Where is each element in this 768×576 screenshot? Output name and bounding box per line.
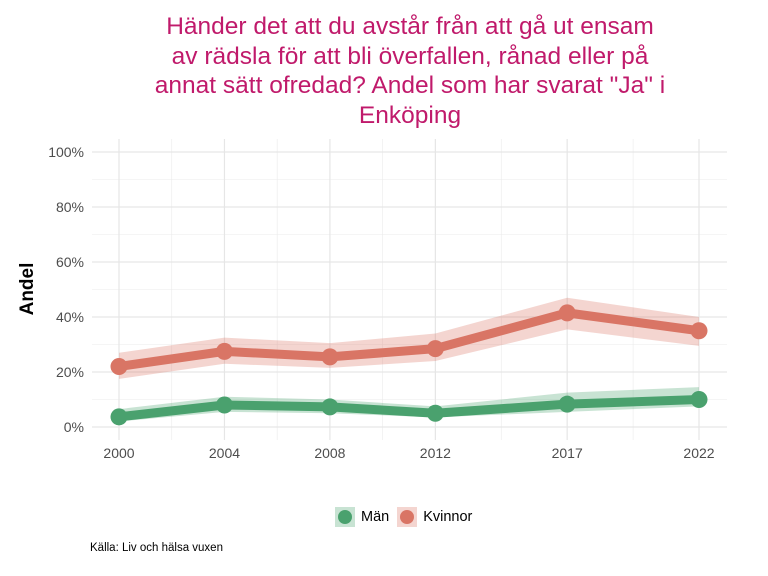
x-tick-label: 2022 (683, 445, 714, 461)
x-tick-label: 2008 (314, 445, 345, 461)
legend-label: Kvinnor (423, 509, 473, 525)
chart-title-line: av rädsla för att bli överfallen, rånad … (171, 42, 649, 70)
legend-key-kvinnor (397, 507, 418, 527)
data-point-man (321, 398, 339, 416)
ribbon-kvinnor (119, 297, 699, 379)
data-point-kvinnor (426, 340, 444, 358)
chart-title-line: Händer det att du avstår från att gå ut … (166, 13, 654, 40)
data-point-kvinnor (690, 322, 708, 340)
y-axis-ticks: 0% 20% 40% 60% 80% 100% (48, 144, 84, 435)
legend: Män Kvinnor (335, 507, 480, 527)
x-tick-label: 2017 (552, 445, 583, 461)
data-point-man (426, 404, 444, 422)
y-tick-label: 20% (56, 364, 84, 380)
data-point-kvinnor (110, 358, 128, 375)
data-point-man (215, 396, 233, 414)
y-tick-label: 40% (56, 309, 84, 325)
data-point-man (110, 408, 128, 426)
legend-label: Män (361, 509, 390, 525)
chart-title-line: Enköping (358, 101, 462, 129)
data-point-kvinnor (215, 342, 233, 360)
legend-key-man (335, 507, 355, 527)
x-tick-label: 2004 (209, 445, 240, 461)
series-lines (114, 308, 704, 422)
data-point-man (558, 395, 576, 413)
y-tick-label: 100% (48, 144, 84, 160)
caption: Källa: Liv och hälsa vuxen (90, 542, 223, 554)
ribbon-man (119, 387, 699, 422)
line-kvinnor (114, 308, 704, 371)
data-point-kvinnor (321, 348, 339, 366)
legend-item-man[interactable]: Män (335, 507, 389, 527)
line-man (114, 395, 704, 422)
x-tick-label: 2012 (420, 445, 451, 461)
legend-key-dot (338, 510, 352, 524)
y-tick-label: 60% (56, 254, 84, 270)
series-points (110, 304, 708, 426)
y-tick-label: 0% (64, 419, 84, 435)
legend-item-kvinnor[interactable]: Kvinnor (397, 507, 472, 527)
chart-title: Händer det att du avstår från att gå ut … (100, 12, 720, 130)
y-tick-label: 80% (56, 199, 84, 215)
legend-key-dot (400, 510, 415, 524)
chart-title-line: annat sätt ofredad? Andel som har svarat… (154, 72, 666, 99)
x-tick-label: 2000 (103, 445, 134, 461)
x-axis-ticks: 2000 2004 2008 2012 2017 2022 (103, 445, 714, 461)
data-point-kvinnor (558, 304, 576, 322)
data-point-man (690, 391, 708, 408)
